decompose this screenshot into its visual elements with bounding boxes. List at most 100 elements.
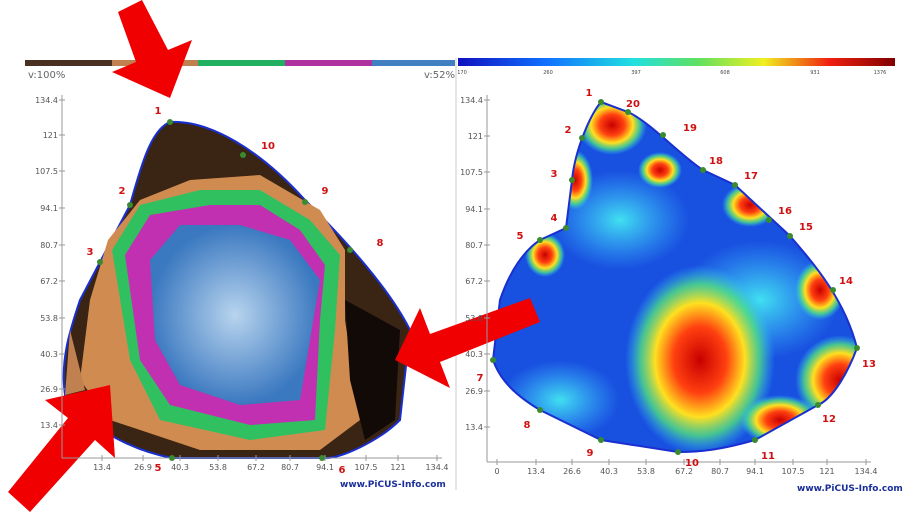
sensor-node	[815, 402, 821, 408]
y-tick-label: 53.8	[40, 314, 58, 323]
y-tick-label: 67.2	[40, 277, 58, 286]
y-tick-label: 13.4	[465, 423, 483, 432]
node-label: 15	[799, 222, 813, 233]
node-label: 19	[683, 123, 697, 134]
y-tick-label: 40.3	[465, 350, 483, 359]
y-tick-label: 134.4	[35, 96, 58, 105]
sensor-node	[752, 437, 758, 443]
x-tick-label: 0	[494, 467, 499, 476]
sensor-node	[732, 182, 738, 188]
node-label: 13	[862, 359, 876, 370]
y-tick-label: 107.5	[35, 167, 58, 176]
watermark: www.PiCUS-Info.com	[340, 480, 446, 490]
sensor-node	[660, 132, 666, 138]
node-label: 9	[587, 448, 594, 459]
y-tick-label: 80.7	[465, 241, 483, 250]
node-label: 4	[551, 213, 558, 224]
node-label: 3	[87, 247, 94, 258]
y-tick-label: 94.1	[465, 205, 483, 214]
sensor-node	[625, 109, 631, 115]
x-tick-label: 134.4	[426, 463, 449, 472]
sensor-node	[598, 437, 604, 443]
node-label: 20	[626, 99, 640, 110]
y-tick-label: 26.9	[40, 385, 58, 394]
y-tick-label: 107.5	[460, 168, 483, 177]
x-tick-label: 53.8	[209, 463, 227, 472]
left-tomogram	[25, 58, 457, 490]
node-label: 8	[377, 238, 384, 249]
x-tick-label: 80.7	[711, 467, 729, 476]
x-tick-label: 67.2	[247, 463, 265, 472]
node-label: 17	[744, 171, 758, 182]
sensor-node	[169, 455, 175, 461]
scale-label: 260	[543, 70, 553, 76]
node-label: 9	[322, 186, 329, 197]
node-label: 1	[155, 106, 162, 117]
x-tick-label: 107.5	[782, 467, 805, 476]
sensor-node	[302, 199, 308, 205]
y-tick-label: 53.8	[465, 314, 483, 323]
x-tick-label: 53.8	[637, 467, 655, 476]
node-label: 6	[339, 465, 346, 476]
sensor-node	[167, 119, 173, 125]
sensor-node	[347, 247, 353, 253]
sensor-node	[537, 237, 543, 243]
node-label: 8	[524, 420, 531, 431]
sensor-node	[579, 135, 585, 141]
sensor-node	[700, 167, 706, 173]
x-tick-label: 40.3	[171, 463, 189, 472]
sensor-node	[127, 202, 133, 208]
sensor-node	[240, 152, 246, 158]
y-tick-label: 26.9	[465, 387, 483, 396]
sensor-node	[675, 449, 681, 455]
x-tick-label: 134.4	[855, 467, 878, 476]
sensor-node	[319, 455, 325, 461]
y-tick-label: 40.3	[40, 350, 58, 359]
node-label: 11	[761, 451, 775, 462]
x-tick-label: 121	[819, 467, 834, 476]
right-tomogram	[458, 58, 895, 453]
scale-label: 170	[457, 70, 467, 76]
node-label: 1	[586, 88, 593, 99]
y-tick-label: 80.7	[40, 241, 58, 250]
max-label: v:52%	[424, 70, 455, 81]
x-tick-label: 26.9	[134, 463, 152, 472]
x-tick-label: 13.4	[93, 463, 111, 472]
node-label: 18	[709, 156, 723, 167]
x-tick-label: 26.6	[563, 467, 581, 476]
node-label: 3	[551, 169, 558, 180]
node-label: 14	[839, 276, 853, 287]
sensor-node	[766, 217, 772, 223]
node-label: 5	[517, 231, 524, 242]
sensor-node	[854, 345, 860, 351]
sensor-node	[97, 259, 103, 265]
node-label: 2	[119, 186, 126, 197]
scale-label: 397	[631, 70, 641, 76]
scale-label: 931	[810, 70, 820, 76]
sensor-node	[598, 99, 604, 105]
x-tick-label: 94.1	[746, 467, 764, 476]
min-label: v:100%	[28, 70, 65, 81]
x-tick-label: 13.4	[527, 467, 545, 476]
node-label: 16	[778, 206, 792, 217]
node-label: 5	[155, 463, 162, 474]
scale-label: 1376	[874, 70, 887, 76]
node-label: 2	[565, 125, 572, 136]
node-label: 10	[685, 458, 699, 469]
watermark: www.PiCUS-Info.com	[797, 484, 903, 494]
y-tick-label: 134.4	[460, 96, 483, 105]
y-tick-label: 13.4	[40, 421, 58, 430]
sensor-node	[490, 357, 496, 363]
y-tick-label: 121	[43, 131, 58, 140]
x-tick-label: 94.1	[316, 463, 334, 472]
sensor-node	[537, 407, 543, 413]
x-tick-label: 121	[390, 463, 405, 472]
sensor-node	[830, 287, 836, 293]
x-tick-label: 80.7	[281, 463, 299, 472]
x-tick-label: 67.2	[675, 467, 693, 476]
node-label: 7	[477, 373, 484, 384]
scale-label: 608	[720, 70, 730, 76]
x-tick-label: 40.3	[600, 467, 618, 476]
node-label: 10	[261, 141, 275, 152]
